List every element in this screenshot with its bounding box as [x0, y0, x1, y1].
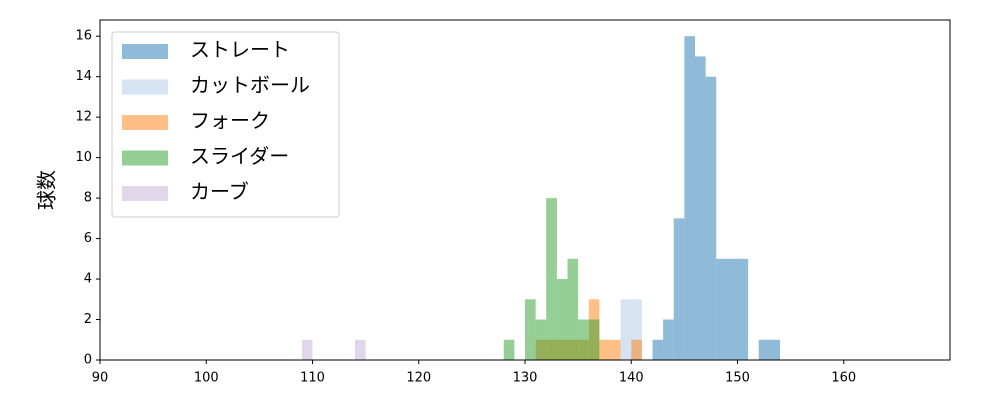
x-tick-label: 140 [619, 371, 644, 386]
x-tick-label: 100 [194, 371, 219, 386]
bar [567, 258, 579, 360]
bar [588, 319, 600, 360]
bar [525, 299, 536, 360]
bar [503, 339, 515, 360]
y-tick-label: 10 [75, 150, 92, 165]
legend-box [111, 31, 340, 218]
bar [769, 339, 780, 360]
bar [546, 198, 557, 360]
y-tick-label: 8 [84, 191, 92, 206]
bar [673, 218, 685, 360]
bar [663, 319, 674, 360]
legend-label: フォーク [190, 109, 270, 133]
y-tick-label: 16 [75, 29, 92, 44]
x-tick-label: 90 [92, 371, 109, 386]
bar [620, 299, 632, 360]
legend-swatch [122, 150, 168, 166]
y-tick-label: 4 [84, 272, 92, 287]
x-tick-label: 120 [406, 371, 431, 386]
y-tick-label: 0 [84, 353, 92, 368]
bar [758, 339, 770, 360]
bar [631, 299, 642, 360]
bar [599, 339, 610, 360]
x-tick-label: 150 [725, 371, 750, 386]
bar [610, 339, 621, 360]
legend-swatch [122, 79, 168, 95]
y-tick-label: 14 [75, 69, 92, 84]
bar [726, 258, 738, 360]
bar [652, 339, 664, 360]
x-tick-label: 110 [300, 371, 325, 386]
legend-label: カーブ [190, 180, 249, 204]
bar [631, 339, 642, 360]
y-tick-label: 2 [84, 312, 92, 327]
bar [301, 339, 313, 360]
y-axis-label: 球数 [35, 170, 59, 210]
legend-swatch [122, 44, 168, 59]
y-tick-label: 6 [84, 231, 92, 246]
bar [737, 258, 749, 360]
legend-label: カットボール [190, 73, 310, 97]
legend-label: スライダー [190, 144, 289, 168]
bar [705, 76, 717, 361]
legend-swatch [122, 186, 168, 201]
bar [535, 319, 547, 360]
bar [556, 279, 568, 360]
x-tick-label: 130 [513, 371, 538, 386]
bar [684, 36, 695, 360]
y-tick-label: 12 [75, 110, 92, 125]
legend-swatch [122, 115, 168, 130]
legend-label: ストレート [190, 38, 290, 62]
x-tick-label: 160 [831, 371, 856, 386]
bar [695, 56, 706, 361]
bar [578, 319, 589, 360]
bar [355, 339, 366, 360]
bar [716, 258, 727, 360]
